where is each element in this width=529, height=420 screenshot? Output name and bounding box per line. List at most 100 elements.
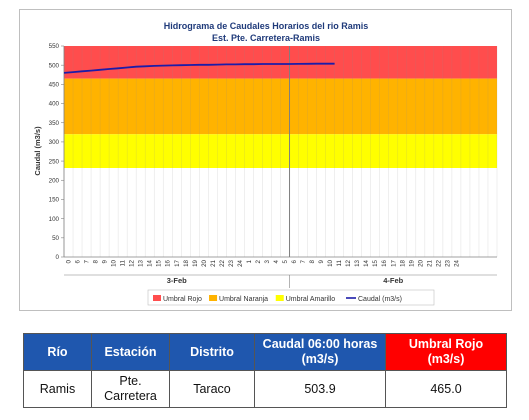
cell-estacion: Pte. Carretera (91, 370, 170, 408)
y-tick-labels: 0 50 100 150 200 250 300 350 400 450 500 550 (49, 43, 60, 261)
hydrograph-chart: Hidrograma de Caudales Horarios del rio … (19, 9, 512, 311)
x-tick-label-40: 21 (426, 259, 433, 266)
x-tick-label-5: 10 (111, 259, 118, 266)
threshold-band-0 (64, 46, 497, 79)
y-tick-label-3: 150 (49, 197, 60, 204)
cell-caudal: 503.9 (254, 370, 386, 408)
x-tick-label-33: 14 (363, 259, 370, 266)
legend-swatch-1 (209, 295, 218, 301)
x-tick-label-22: 3 (264, 259, 271, 263)
header-umbral-rojo: Umbral Rojo (m3/s) (385, 333, 507, 371)
x-tick-label-0: 0 (66, 259, 73, 263)
x-tick-label-37: 18 (399, 259, 406, 266)
x-tick-label-26: 7 (300, 259, 307, 263)
x-tick-label-6: 11 (120, 259, 127, 266)
x-tick-label-30: 11 (336, 259, 343, 266)
x-tick-label-39: 20 (417, 259, 424, 266)
flow-summary-table: Río Estación Distrito Caudal 06:00 horas… (23, 333, 507, 408)
x-tick-label-34: 15 (372, 259, 379, 266)
x-tick-label-36: 17 (390, 259, 397, 266)
x-tick-label-13: 18 (183, 259, 190, 266)
axes (61, 45, 497, 258)
series-line-0 (63, 62, 335, 74)
y-tick-label-6: 300 (49, 139, 60, 146)
y-tick-label-7: 350 (49, 120, 60, 127)
cell-estacion-line1: Pte. (119, 374, 142, 388)
chart-title: Hidrograma de Caudales Horarios del rio … (164, 21, 369, 31)
x-tick-label-20: 1 (246, 259, 253, 263)
y-tick-label-0: 0 (56, 254, 60, 261)
legend-series-label-0: Caudal (m3/s) (358, 296, 402, 303)
y-tick-label-10: 500 (49, 62, 60, 69)
series-layer (63, 62, 335, 74)
table-header-row: Río Estación Distrito Caudal 06:00 horas… (23, 333, 507, 371)
y-tick-label-8: 400 (49, 101, 60, 108)
x-tick-label-29: 10 (327, 259, 334, 266)
threshold-band-1 (64, 78, 497, 135)
header-caudal-line2: (m3/s) (301, 352, 339, 366)
legend-label-1: Umbral Naranja (219, 296, 268, 303)
cell-umbral: 465.0 (385, 370, 507, 408)
x-tick-label-14: 19 (192, 259, 199, 266)
x-tick-label-24: 5 (282, 259, 289, 263)
cell-rio: Ramis (23, 370, 92, 408)
x-tick-label-18: 23 (228, 259, 235, 266)
grid-lines (63, 46, 498, 257)
header-estacion: Estación (91, 333, 170, 371)
y-tick-label-11: 550 (49, 43, 60, 50)
x-tick-label-7: 12 (129, 259, 136, 266)
x-tick-label-23: 4 (273, 259, 280, 263)
x-tick-label-17: 22 (219, 259, 226, 266)
header-caudal: Caudal 06:00 horas (m3/s) (254, 333, 386, 371)
x-tick-label-31: 12 (345, 259, 352, 266)
x-tick-label-8: 13 (138, 259, 145, 266)
day-labels: 3-Feb 4-Feb (64, 274, 497, 288)
x-tick-label-28: 9 (318, 259, 325, 263)
x-tick-label-1: 6 (75, 259, 82, 263)
cell-estacion-line2: Carretera (104, 389, 157, 403)
threshold-band-2 (64, 134, 497, 168)
legend-label-2: Umbral Amarillo (286, 296, 336, 303)
table-row: Ramis Pte. Carretera Taraco 503.9 465.0 (23, 370, 507, 408)
x-tick-label-32: 13 (354, 259, 361, 266)
header-umbral-line2: (m3/s) (427, 352, 465, 366)
day-label-1: 4-Feb (383, 276, 403, 285)
x-tick-label-9: 14 (147, 259, 154, 266)
x-tick-label-25: 6 (291, 259, 298, 263)
x-tick-label-35: 16 (381, 259, 388, 266)
threshold-bands (64, 46, 497, 168)
y-tick-label-9: 450 (49, 82, 60, 89)
legend-label-0: Umbral Rojo (163, 296, 202, 303)
x-tick-label-43: 24 (453, 259, 460, 266)
x-tick-label-3: 8 (93, 259, 100, 263)
x-tick-label-11: 16 (165, 259, 172, 266)
x-tick-label-16: 21 (210, 259, 217, 266)
header-caudal-line1: Caudal 06:00 horas (262, 337, 378, 351)
x-tick-label-10: 15 (156, 259, 163, 266)
x-tick-label-12: 17 (174, 259, 181, 266)
x-tick-label-2: 7 (84, 259, 91, 263)
y-tick-label-2: 100 (49, 216, 60, 223)
legend: Umbral Rojo Umbral Naranja Umbral Amarillo… (147, 289, 435, 306)
legend-box (147, 289, 435, 306)
y-axis-label: Caudal (m3/s) (33, 126, 42, 176)
legend-swatch-0 (153, 295, 161, 301)
y-tick-label-5: 250 (49, 158, 60, 165)
header-umbral-line1: Umbral Rojo (408, 337, 484, 351)
hydrograph-svg: Hidrograma de Caudales Horarios del rio … (33, 21, 498, 306)
header-rio: Río (23, 333, 92, 371)
cell-distrito: Taraco (169, 370, 255, 408)
header-distrito: Distrito (169, 333, 255, 371)
y-tick-label-4: 200 (49, 177, 60, 184)
x-tick-label-19: 24 (237, 259, 244, 266)
y-tick-label-1: 50 (52, 235, 59, 242)
legend-swatch-2 (275, 295, 284, 301)
x-tick-label-15: 20 (201, 259, 208, 266)
x-tick-labels: 0 6 7 8 9 10 11 12 13 14 15 16 17 18 19 20 21 22 23 24 1 2 3 4 5… (66, 259, 461, 266)
day-label-0: 3-Feb (167, 276, 187, 285)
chart-subtitle: Est. Pte. Carretera-Ramis (212, 33, 320, 43)
x-tick-label-27: 8 (309, 259, 316, 263)
x-tick-label-38: 19 (408, 259, 415, 266)
x-tick-label-42: 23 (444, 259, 451, 266)
x-tick-label-41: 22 (435, 259, 442, 266)
